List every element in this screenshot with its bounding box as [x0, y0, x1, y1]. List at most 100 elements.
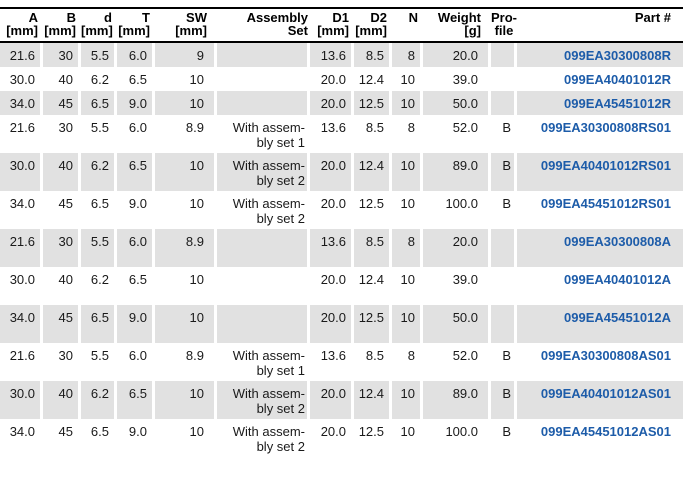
cell-profile: [491, 267, 517, 305]
part-number-link[interactable]: 099EA40401012R: [564, 72, 671, 87]
cell-a: 30.0: [0, 381, 43, 419]
cell-b: 45: [43, 419, 81, 457]
cell-d: 6.2: [81, 67, 117, 91]
col-header-weight: Weight [g]: [423, 7, 491, 43]
cell-sw: 8.9: [155, 115, 217, 153]
cell-d2: 8.5: [354, 43, 392, 67]
cell-weight: 52.0: [423, 343, 491, 381]
cell-d2: 12.4: [354, 67, 392, 91]
cell-b: 30: [43, 43, 81, 67]
cell-d1: 13.6: [310, 343, 354, 381]
part-number-link[interactable]: 099EA45451012AS01: [540, 424, 671, 439]
cell-d: 6.5: [81, 305, 117, 343]
cell-assembly: [217, 91, 310, 115]
cell-assembly: [217, 67, 310, 91]
col-header-sw: SW [mm]: [155, 7, 217, 43]
cell-assembly: With assem- bly set 2: [217, 419, 310, 457]
cell-weight: 39.0: [423, 67, 491, 91]
cell-weight: 50.0: [423, 91, 491, 115]
cell-n: 8: [392, 43, 423, 67]
spec-table-section: A [mm] B [mm] d [mm] T [mm] SW [mm] Assembly …: [0, 7, 692, 457]
table-row: 34.0 45 6.5 9.0 10 20.0 12.5 10 50.0 099EA4545101…: [0, 305, 683, 343]
cell-n: 8: [392, 229, 423, 267]
col-header-b: B [mm]: [43, 7, 81, 43]
part-number-link[interactable]: 099EA45451012R: [517, 91, 683, 115]
cell-d: 6.2: [81, 381, 117, 419]
cell-weight: 100.0: [423, 191, 491, 229]
cell-a: 30.0: [0, 267, 43, 305]
col-header-part: Part #: [517, 7, 683, 43]
cell-n: 8: [392, 115, 423, 153]
cell-d1: 13.6: [310, 229, 354, 267]
cell-a: 21.6: [0, 43, 43, 67]
col-header-n: N: [392, 7, 423, 43]
cell-b: 45: [43, 305, 81, 343]
cell-a: 34.0: [0, 419, 43, 457]
part-number-link[interactable]: 099EA40401012RS01: [517, 153, 683, 191]
cell-t: 9.0: [117, 91, 155, 115]
part-number-link[interactable]: 099EA45451012A: [517, 305, 683, 343]
cell-n: 10: [392, 67, 423, 91]
cell-sw: 10: [155, 67, 217, 91]
part-number-link[interactable]: 099EA30300808R: [517, 43, 683, 67]
cell-profile: [491, 43, 517, 67]
col-header-d: d [mm]: [81, 7, 117, 43]
cell-d1: 20.0: [310, 381, 354, 419]
part-number-link[interactable]: 099EA40401012A: [564, 272, 671, 287]
cell-b: 45: [43, 191, 81, 229]
cell-b: 40: [43, 381, 81, 419]
cell-b: 40: [43, 267, 81, 305]
cell-d: 5.5: [81, 115, 117, 153]
cell-n: 10: [392, 191, 423, 229]
cell-assembly: With assem- bly set 1: [217, 115, 310, 153]
cell-sw: 10: [155, 381, 217, 419]
cell-d2: 12.4: [354, 153, 392, 191]
cell-weight: 39.0: [423, 267, 491, 305]
table-row: 34.0 45 6.5 9.0 10 With assem- bly set 2 20.0 1…: [0, 419, 683, 457]
cell-sw: 10: [155, 267, 217, 305]
cell-a: 34.0: [0, 305, 43, 343]
cell-b: 40: [43, 67, 81, 91]
spec-table: A [mm] B [mm] d [mm] T [mm] SW [mm] Assembly …: [0, 7, 683, 457]
cell-a: 21.6: [0, 229, 43, 267]
part-number-link[interactable]: 099EA30300808AS01: [540, 348, 671, 363]
cell-a: 34.0: [0, 191, 43, 229]
cell-profile: [491, 305, 517, 343]
cell-t: 6.0: [117, 229, 155, 267]
cell-d1: 13.6: [310, 115, 354, 153]
col-header-assembly: Assembly Set: [217, 7, 310, 43]
cell-assembly: With assem- bly set 2: [217, 153, 310, 191]
cell-n: 10: [392, 419, 423, 457]
cell-b: 30: [43, 115, 81, 153]
cell-weight: 89.0: [423, 381, 491, 419]
cell-b: 30: [43, 343, 81, 381]
cell-d: 6.2: [81, 267, 117, 305]
part-number-link[interactable]: 099EA30300808RS01: [540, 120, 671, 135]
cell-weight: 20.0: [423, 229, 491, 267]
part-number-link[interactable]: 099EA40401012AS01: [517, 381, 683, 419]
part-number-link[interactable]: 099EA45451012RS01: [540, 196, 671, 211]
table-row: 30.0 40 6.2 6.5 10 20.0 12.4 10 39.0 099EA4040101…: [0, 67, 683, 91]
cell-t: 6.5: [117, 67, 155, 91]
cell-sw: 10: [155, 91, 217, 115]
cell-profile: B: [491, 419, 517, 457]
cell-sw: 10: [155, 153, 217, 191]
table-row: 30.0 40 6.2 6.5 10 20.0 12.4 10 39.0 099EA4040101…: [0, 267, 683, 305]
table-row: 34.0 45 6.5 9.0 10 With assem- bly set 2 20.0 1…: [0, 191, 683, 229]
cell-t: 9.0: [117, 191, 155, 229]
table-row: 21.6 30 5.5 6.0 8.9 With assem- bly set 1 13.6…: [0, 115, 683, 153]
table-row: 30.0 40 6.2 6.5 10 With assem- bly set 2 20.0 1…: [0, 381, 683, 419]
cell-assembly: [217, 305, 310, 343]
cell-n: 10: [392, 267, 423, 305]
col-header-t: T [mm]: [117, 7, 155, 43]
cell-assembly: [217, 229, 310, 267]
cell-n: 10: [392, 381, 423, 419]
cell-sw: 10: [155, 419, 217, 457]
cell-sw: 10: [155, 305, 217, 343]
header-row: A [mm] B [mm] d [mm] T [mm] SW [mm] Assembly …: [0, 7, 683, 43]
part-number-link[interactable]: 099EA30300808A: [517, 229, 683, 267]
cell-t: 6.0: [117, 343, 155, 381]
cell-a: 30.0: [0, 153, 43, 191]
cell-profile: [491, 67, 517, 91]
cell-d2: 12.5: [354, 191, 392, 229]
